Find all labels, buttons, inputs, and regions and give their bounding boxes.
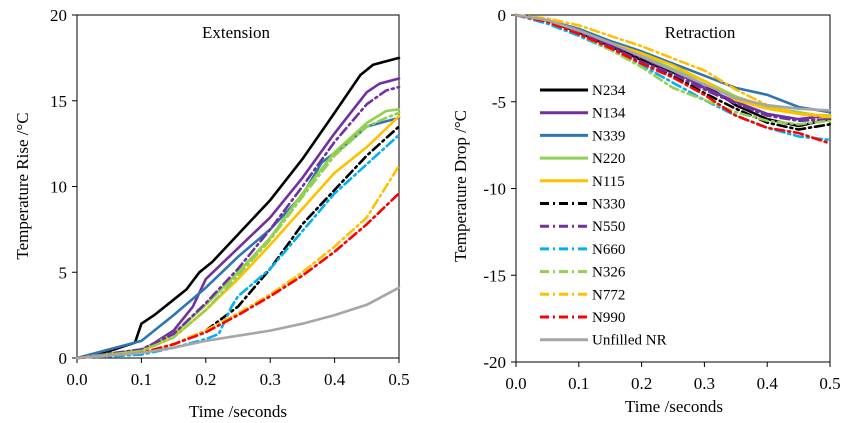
retraction-y-tick-label: 0 (498, 6, 507, 25)
retraction-y-tick-label: -5 (492, 93, 506, 112)
legend-label-unfilled-nr: Unfilled NR (592, 333, 667, 349)
retraction-y-tick-label: -20 (483, 353, 506, 372)
retraction-legend: N234 N134 N339 N220 N115 N330 N550 N660 N326 N772… (540, 83, 667, 349)
extension-series-line-n990 (75, 192, 401, 360)
legend-label-n326: N326 (592, 265, 626, 281)
retraction-series-line-n990 (514, 13, 832, 145)
retraction-series-line-unfilled-nr (514, 13, 832, 112)
extension-x-tick-label: 0.2 (195, 370, 216, 389)
retraction-x-tick-label: 0.3 (694, 374, 715, 393)
retraction-chart-title: Retraction (665, 23, 736, 42)
retraction-y-axis-label: Temperature Drop /°C (451, 110, 470, 262)
extension-series-line-unfilled-nr (75, 286, 401, 360)
legend-label-n234: N234 (592, 83, 626, 99)
retraction-x-tick-label: 0.5 (819, 374, 840, 393)
extension-y-tick-label: 5 (59, 263, 68, 282)
extension-y-tick-label: 0 (59, 349, 68, 368)
retraction-x-tick-label: 0.0 (505, 374, 526, 393)
extension-x-tick-label: 0.4 (324, 370, 346, 389)
legend-label-n772: N772 (592, 287, 625, 303)
extension-y-tick-label: 15 (50, 92, 67, 111)
extension-y-tick-label: 20 (50, 6, 67, 25)
extension-x-tick-label: 0.0 (66, 370, 87, 389)
legend-label-n550: N550 (592, 219, 625, 235)
legend-label-n339: N339 (592, 128, 625, 144)
legend-label-n115: N115 (592, 174, 625, 190)
extension-y-tick-label: 10 (50, 178, 67, 197)
retraction-y-tick-label: -10 (483, 180, 506, 199)
retraction-chart-panel: Retraction Time /seconds Temperature Dro… (451, 6, 841, 416)
extension-series-line-n326 (75, 111, 401, 360)
extension-chart-title: Extension (202, 23, 270, 42)
retraction-x-tick-label: 0.4 (757, 374, 779, 393)
legend-label-n220: N220 (592, 151, 625, 167)
extension-series-line-n550 (75, 85, 401, 360)
extension-series-line-n772 (75, 164, 401, 360)
retraction-plot-frame (515, 14, 831, 363)
extension-x-tick-label: 0.5 (388, 370, 409, 389)
extension-x-axis-label: Time /seconds (189, 402, 287, 421)
retraction-series-line-n330 (514, 13, 832, 131)
retraction-x-axis-label: Time /seconds (625, 397, 723, 416)
extension-series-lines (75, 56, 401, 360)
extension-series-line-n234 (75, 56, 401, 360)
legend-label-n330: N330 (592, 197, 625, 213)
retraction-x-tick-label: 0.2 (631, 374, 652, 393)
legend-label-n990: N990 (592, 310, 625, 326)
retraction-series-lines (514, 13, 832, 145)
legend-label-n134: N134 (592, 106, 626, 122)
extension-chart-panel: Extension Time /seconds Temperature Rise… (13, 6, 410, 421)
retraction-series-line-n772 (514, 13, 832, 119)
extension-x-tick-label: 0.1 (131, 370, 152, 389)
retraction-y-tick-label: -15 (483, 266, 506, 285)
retraction-axis-ticks: 0.0 0.1 0.2 0.3 0.4 0.5 0 -5 -10 -15 -20 (483, 6, 840, 393)
retraction-series-line-n326 (514, 13, 832, 126)
extension-x-tick-label: 0.3 (260, 370, 281, 389)
extension-series-line-n134 (75, 77, 401, 360)
extension-axis-ticks: 0.0 0.1 0.2 0.3 0.4 0.5 0 5 10 15 20 (50, 6, 410, 389)
legend-label-n660: N660 (592, 242, 625, 258)
retraction-x-tick-label: 0.1 (568, 374, 589, 393)
extension-y-axis-label: Temperature Rise /°C (13, 112, 32, 259)
